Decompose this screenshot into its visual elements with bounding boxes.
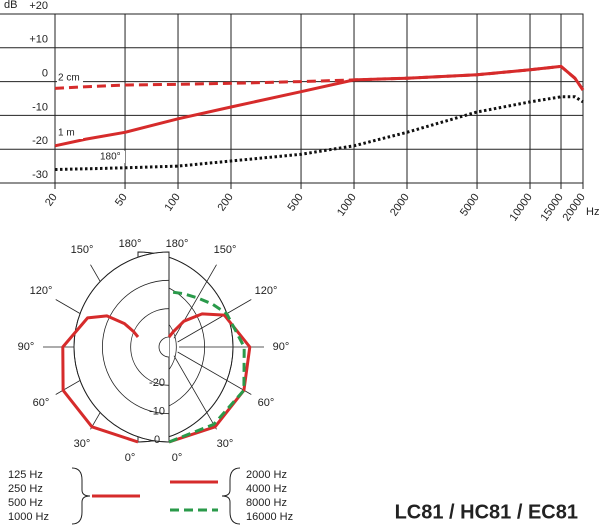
theta-label: 120° <box>255 285 278 297</box>
theta-label: 180° <box>166 238 189 250</box>
y-tick-label: 0 <box>42 68 48 80</box>
series-label: 2 cm <box>58 73 80 84</box>
x-tick-label: 500 <box>286 192 306 214</box>
series-label: 1 m <box>58 128 75 139</box>
theta-label: 120° <box>30 285 53 297</box>
theta-label: 30° <box>74 438 91 450</box>
theta-label: 0° <box>172 452 183 464</box>
legend-label: 2000 Hz <box>246 469 287 481</box>
polar-curve <box>61 314 140 444</box>
y-tick-label: +10 <box>29 34 48 46</box>
product-title: LC81 / HC81 / EC81 <box>395 501 578 523</box>
plot-area <box>54 13 584 184</box>
legend-brace <box>71 467 91 525</box>
x-tick-label: 10000 <box>507 192 534 224</box>
y-tick-label: -20 <box>32 135 48 147</box>
theta-label: 60° <box>258 397 275 409</box>
legend-label: 8000 Hz <box>246 497 287 509</box>
response-curve <box>54 95 584 171</box>
theta-label: 90° <box>273 341 290 353</box>
r-tick-label: -20 <box>149 377 165 389</box>
legend-brace <box>221 467 241 525</box>
series-label-bg <box>57 127 83 139</box>
x-tick-label: 2000 <box>388 192 412 219</box>
polar-curve <box>167 312 252 444</box>
x-tick-label: 50 <box>113 192 130 209</box>
polar-curve <box>168 290 246 444</box>
theta-label: 60° <box>33 397 50 409</box>
theta-label: 30° <box>217 438 234 450</box>
y-tick-label: -30 <box>32 169 48 181</box>
x-tick-label: 20 <box>43 192 60 209</box>
x-tick-label: 5000 <box>458 192 482 219</box>
theta-label: 90° <box>18 341 35 353</box>
x-tick-label: 20000 <box>560 192 587 224</box>
y-tick-label: -10 <box>32 101 48 113</box>
legend-label: 125 Hz <box>8 469 43 481</box>
r-tick-label: -10 <box>149 406 165 418</box>
polar-ring <box>73 251 170 443</box>
legend-label: 250 Hz <box>8 483 43 495</box>
series-label-bg <box>99 151 125 163</box>
theta-label: 150° <box>214 244 237 256</box>
legend-label: 4000 Hz <box>246 483 287 495</box>
theta-label: 0° <box>125 452 136 464</box>
x-tick-label: 100 <box>162 192 182 214</box>
y-axis-label: dB <box>4 0 17 11</box>
series-label: 180° <box>100 152 121 163</box>
polar-spoke <box>177 299 252 343</box>
x-tick-label: 200 <box>215 192 235 214</box>
r-tick-label: 0 <box>154 434 160 446</box>
legend-label: 500 Hz <box>8 497 43 509</box>
theta-label: 180° <box>119 238 142 250</box>
legend-label: 1000 Hz <box>8 511 49 523</box>
polar-spoke <box>177 351 252 395</box>
polar-center <box>158 336 170 358</box>
x-axis-label: Hz <box>586 206 599 218</box>
y-tick-label: +20 <box>29 0 48 12</box>
x-tick-label: 1000 <box>335 192 359 219</box>
series-label-bg <box>57 72 83 84</box>
polar-ring <box>102 279 170 415</box>
theta-label: 150° <box>71 244 94 256</box>
legend-label: 16000 Hz <box>246 511 293 523</box>
response-curve <box>54 64 585 148</box>
polar-spoke <box>173 355 217 430</box>
polar-ring <box>130 308 170 386</box>
